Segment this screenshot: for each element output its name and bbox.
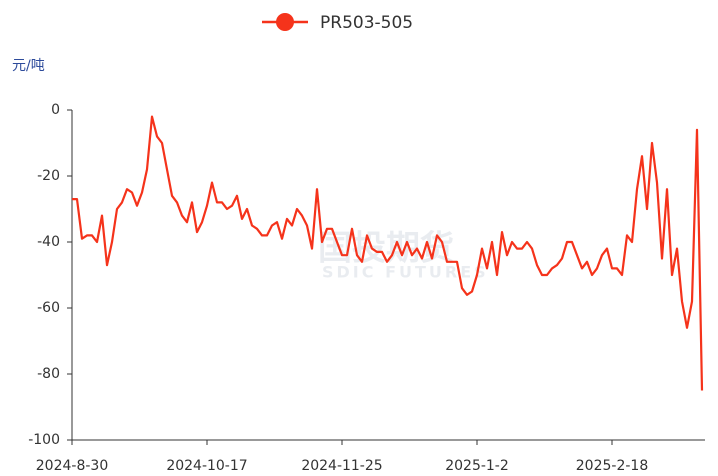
y-tick-label: -100 xyxy=(28,432,60,448)
x-tick-label: 2025-1-2 xyxy=(445,458,509,474)
x-tick-label: 2024-10-17 xyxy=(166,458,247,474)
y-tick-label: 0 xyxy=(51,102,60,118)
legend-marker xyxy=(276,13,294,31)
x-tick-label: 2024-8-30 xyxy=(36,458,108,474)
x-tick-label: 2024-11-25 xyxy=(301,458,382,474)
data-line xyxy=(72,115,704,391)
y-tick-label: -60 xyxy=(37,300,60,316)
watermark-en: SDIC FUTURES xyxy=(322,263,489,282)
x-tick-label: 2025-2-18 xyxy=(576,458,648,474)
legend-label: PR503-505 xyxy=(320,13,413,33)
y-tick-label: -20 xyxy=(37,168,60,184)
y-axis-label: 元/吨 xyxy=(12,58,45,74)
y-tick-label: -40 xyxy=(37,234,60,250)
y-tick-label: -80 xyxy=(37,366,60,382)
